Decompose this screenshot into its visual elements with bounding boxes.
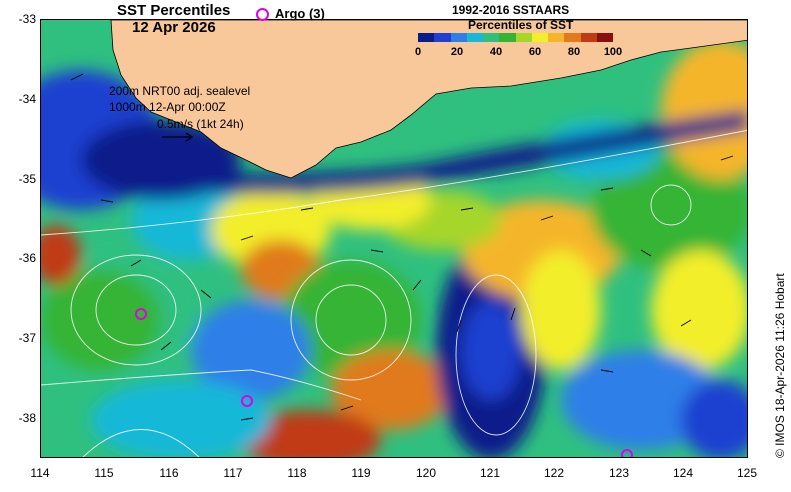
argo-legend-label: Argo (3) — [275, 6, 325, 21]
colorbar-swatch — [434, 33, 451, 42]
colorbar-swatch — [499, 33, 516, 42]
date-note: 1000m 12-Apr 00:00Z — [109, 100, 226, 114]
x-tick: 122 — [543, 466, 565, 480]
x-tick: 118 — [287, 466, 307, 480]
argo-float-marker[interactable] — [240, 394, 253, 407]
map-title: SST Percentiles — [117, 2, 231, 19]
colorbar-swatch — [548, 33, 565, 42]
colorbar-swatch — [564, 33, 581, 42]
colorbar-tick: 40 — [489, 46, 503, 58]
y-tick: -37 — [18, 331, 36, 345]
colorbar-tick: 80 — [567, 46, 581, 58]
x-tick: 116 — [159, 466, 179, 480]
x-tick: 123 — [608, 466, 630, 480]
colorbar-swatch — [596, 33, 613, 42]
current-vectors — [70, 73, 734, 421]
sst-percentile-field — [41, 20, 747, 457]
map-date: 12 Apr 2026 — [132, 19, 216, 36]
colorbar-tick: 20 — [450, 46, 464, 58]
x-tick: 125 — [736, 466, 758, 480]
y-tick: -35 — [18, 172, 36, 186]
colorbar-swatch — [466, 33, 483, 42]
argo-float-marker[interactable] — [134, 307, 147, 320]
colorbar-swatch — [580, 33, 597, 42]
colorbar-swatch — [515, 33, 532, 42]
y-tick: -38 — [18, 411, 36, 425]
x-tick: 120 — [415, 466, 437, 480]
vector-scale-note: 0.5m/s (1kt 24h) — [157, 117, 244, 131]
y-tick: -34 — [18, 92, 36, 106]
y-tick: -36 — [18, 251, 36, 265]
colorbar-tick: 60 — [528, 46, 542, 58]
sst-color-patches — [41, 40, 747, 457]
x-tick: 121 — [479, 466, 501, 480]
percentile-colorbar — [418, 33, 613, 42]
colorbar-swatch — [418, 33, 435, 42]
x-tick: 119 — [351, 466, 371, 480]
x-tick: 114 — [30, 466, 50, 480]
x-tick: 117 — [223, 466, 243, 480]
argo-legend-icon — [256, 8, 269, 21]
land-australia — [110, 20, 747, 179]
legend-title: 1992-2016 SSTAARS — [452, 3, 570, 17]
legend-subtitle: Percentiles of SST — [468, 18, 574, 32]
credit-text: © IMOS 18-Apr-2026 11:26 Hobart — [773, 273, 787, 458]
colorbar-swatch — [531, 33, 548, 42]
y-tick: -33 — [18, 12, 36, 26]
colorbar-swatch — [450, 33, 467, 42]
x-tick: 124 — [672, 466, 694, 480]
argo-float-marker[interactable] — [620, 449, 633, 457]
colorbar-swatch — [483, 33, 500, 42]
sst-map[interactable] — [40, 19, 748, 458]
x-tick: 115 — [94, 466, 114, 480]
colorbar-tick: 0 — [414, 46, 422, 58]
sea-level-contours — [41, 129, 747, 457]
contour-note: 200m NRT00 adj. sealevel — [109, 84, 251, 98]
colorbar-tick: 100 — [603, 46, 623, 58]
vector-scale-arrow — [162, 132, 194, 142]
